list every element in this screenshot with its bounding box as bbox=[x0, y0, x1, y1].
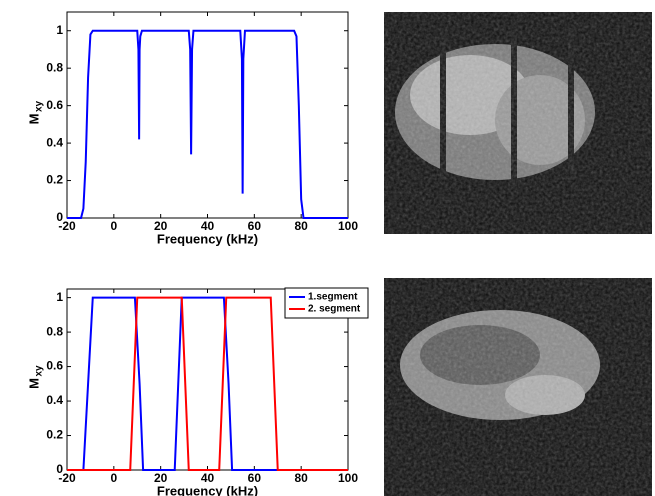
mri-image-bottom bbox=[384, 278, 652, 496]
x-tick-label: 60 bbox=[248, 471, 262, 485]
legend-label: 1.segment bbox=[308, 292, 358, 303]
x-axis-label: Frequency (kHz) bbox=[157, 483, 258, 496]
y-axis-label: Mxy bbox=[26, 365, 44, 389]
legend-box bbox=[284, 287, 369, 319]
y-tick-label: 0.6 bbox=[46, 98, 63, 112]
x-tick-label: 20 bbox=[154, 219, 168, 233]
x-tick-label: 0 bbox=[110, 471, 117, 485]
x-tick-label: 40 bbox=[201, 219, 215, 233]
legend-label: 2. segment bbox=[308, 304, 361, 315]
x-tick-label: 0 bbox=[110, 219, 117, 233]
y-tick-label: 0.2 bbox=[46, 173, 63, 187]
y-axis-label-main: M bbox=[26, 378, 41, 389]
y-tick-label: 0.6 bbox=[46, 359, 63, 373]
y-tick-label: 0.4 bbox=[46, 135, 63, 149]
plot-area bbox=[66, 11, 349, 219]
x-tick-label: 40 bbox=[201, 471, 215, 485]
y-axis-label-sub: xy bbox=[34, 100, 45, 112]
y-tick-label: 0.2 bbox=[46, 428, 63, 442]
data-line bbox=[67, 296, 348, 471]
x-axis-label: Frequency (kHz) bbox=[157, 231, 258, 246]
mri-image-top bbox=[384, 12, 652, 234]
y-tick-label: 1 bbox=[56, 290, 63, 304]
data-line bbox=[67, 296, 348, 471]
x-tick-label: -20 bbox=[58, 219, 76, 233]
y-tick-label: 0 bbox=[56, 210, 63, 224]
y-axis-label-sub: xy bbox=[34, 365, 45, 377]
y-axis-label-main: M bbox=[26, 114, 41, 125]
y-tick-label: 0 bbox=[56, 462, 63, 476]
x-tick-label: 20 bbox=[154, 471, 168, 485]
y-tick-label: 0.8 bbox=[46, 324, 63, 338]
x-tick-label: 100 bbox=[338, 471, 358, 485]
plot-area bbox=[66, 288, 349, 471]
x-tick-label: 100 bbox=[338, 219, 358, 233]
x-tick-label: 80 bbox=[294, 471, 308, 485]
x-tick-label: 60 bbox=[248, 219, 262, 233]
y-tick-label: 0.4 bbox=[46, 393, 63, 407]
y-tick-label: 1 bbox=[56, 23, 63, 37]
x-tick-label: 80 bbox=[294, 219, 308, 233]
y-axis-label: Mxy bbox=[26, 100, 44, 124]
y-tick-label: 0.8 bbox=[46, 60, 63, 74]
x-tick-label: -20 bbox=[58, 471, 76, 485]
data-line bbox=[67, 29, 348, 219]
